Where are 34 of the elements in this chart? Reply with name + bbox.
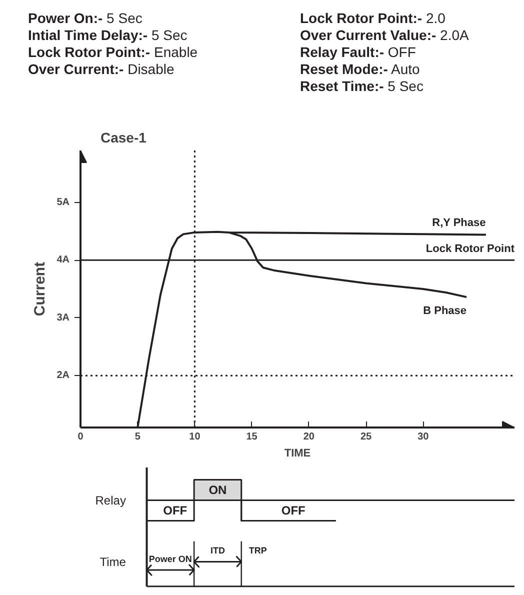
x-axis-title: TIME — [284, 448, 311, 460]
text: OFF — [281, 504, 306, 518]
text: Power On:- 5 Sec — [28, 10, 142, 26]
x-tick-label: 15 — [246, 432, 258, 442]
text: Reset Time:- 5 Sec — [300, 78, 424, 94]
text: Lock Rotor Point:- Enable — [28, 44, 198, 60]
y-tick-label: 5A — [56, 196, 70, 208]
series-label: R,Y Phase — [432, 216, 486, 229]
text: ON — [208, 483, 227, 498]
x-tick-label: 5 — [134, 432, 141, 442]
text: TRP — [248, 546, 267, 556]
x-tick-label: 20 — [303, 432, 315, 442]
text: ITD — [210, 546, 226, 556]
series-label: B Phase — [423, 305, 467, 318]
ref-line-label: Lock Rotor Point — [426, 243, 515, 256]
text: Intial Time Delay:- 5 Sec — [28, 27, 188, 43]
chart-title: Case-1 — [100, 130, 147, 146]
y-tick-label: 3A — [56, 312, 70, 324]
text: Over Current:- Disable — [28, 61, 174, 77]
y-tick-label: 4A — [56, 254, 70, 266]
text: Lock Rotor Point:- 2.0 — [300, 10, 446, 26]
x-tick-label: 30 — [418, 432, 430, 442]
x-tick-label: 0 — [78, 432, 84, 442]
y-tick-label: 2A — [56, 370, 70, 382]
text: Relay Fault:- OFF — [300, 44, 416, 60]
text: Relay — [95, 493, 126, 508]
text: Over Current Value:- 2.0A — [300, 27, 469, 43]
text: Reset Mode:- Auto — [300, 61, 420, 77]
text: Power ON — [148, 554, 192, 564]
y-axis-title: Current — [32, 262, 49, 316]
text: Time — [100, 554, 126, 569]
x-tick-label: 25 — [360, 432, 372, 442]
x-tick-label: 10 — [189, 432, 201, 442]
text: OFF — [163, 504, 188, 518]
